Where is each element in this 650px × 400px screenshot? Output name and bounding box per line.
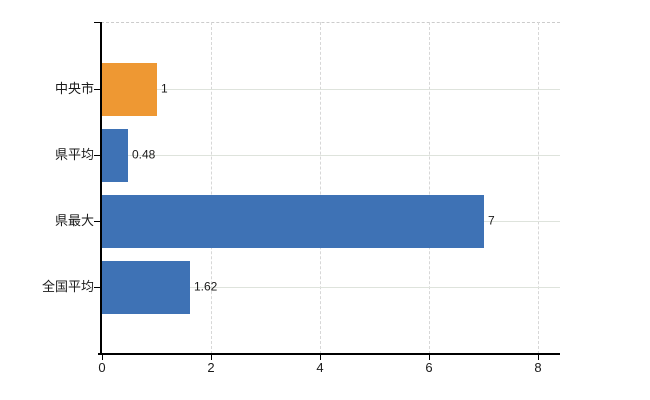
category-label: 中央市 bbox=[54, 81, 94, 96]
h-gridline bbox=[102, 287, 560, 288]
x-tick bbox=[429, 355, 430, 360]
bar-県最大 bbox=[102, 195, 484, 248]
x-tick bbox=[102, 355, 103, 360]
x-tick-label: 0 bbox=[98, 360, 106, 375]
h-gridline bbox=[102, 89, 560, 90]
category-label: 県平均 bbox=[54, 147, 94, 162]
h-gridline bbox=[102, 155, 560, 156]
category-label: 全国平均 bbox=[41, 279, 94, 294]
v-gridline bbox=[211, 22, 212, 354]
v-gridline bbox=[320, 22, 321, 354]
x-tick bbox=[320, 355, 321, 360]
x-axis-line bbox=[98, 353, 560, 355]
plot-top-border bbox=[101, 22, 560, 23]
x-tick bbox=[211, 355, 212, 360]
value-label: 0.48 bbox=[132, 147, 156, 162]
y-tick bbox=[94, 89, 101, 90]
y-axis-line bbox=[100, 22, 102, 355]
bar-中央市 bbox=[102, 63, 157, 116]
v-gridline bbox=[429, 22, 430, 354]
value-label: 1 bbox=[161, 81, 168, 96]
x-tick-label: 8 bbox=[534, 360, 542, 375]
y-tick bbox=[94, 221, 101, 222]
category-label: 県最大 bbox=[54, 213, 94, 228]
y-axis-top-tick bbox=[94, 22, 101, 23]
x-tick-label: 2 bbox=[207, 360, 215, 375]
x-tick bbox=[538, 355, 539, 360]
y-tick bbox=[94, 287, 101, 288]
value-label: 1.62 bbox=[194, 279, 218, 294]
x-tick-label: 4 bbox=[316, 360, 324, 375]
bar-全国平均 bbox=[102, 261, 190, 314]
y-tick bbox=[94, 155, 101, 156]
bar-県平均 bbox=[102, 129, 128, 182]
v-gridline bbox=[538, 22, 539, 354]
value-label: 7 bbox=[488, 213, 495, 228]
x-tick-label: 6 bbox=[425, 360, 433, 375]
